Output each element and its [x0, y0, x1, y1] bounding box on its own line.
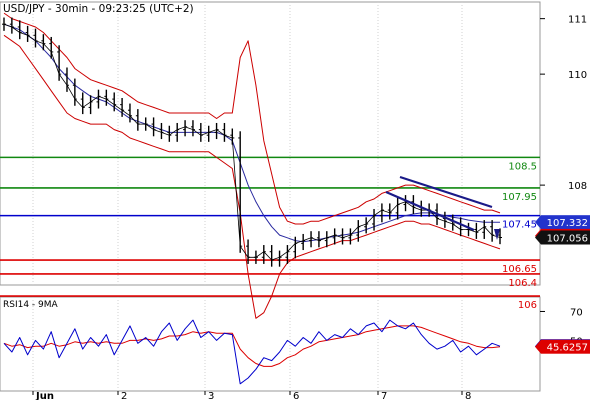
rsi-badge-rsi_ma-bg [541, 339, 590, 354]
price-panel-frame [0, 1, 541, 286]
x-tick-label: 8 [465, 391, 471, 400]
level-label-resistance: 108.5 [508, 161, 537, 172]
moving-average-line [3, 23, 501, 243]
price-badge-pivot-pointer [535, 215, 541, 230]
level-label-support: 106.65 [502, 264, 537, 275]
price-badge-last-pointer [535, 230, 541, 245]
level-layer: 108.5 107.95 107.45 106.65 106.4 106 [0, 156, 540, 311]
level-label-resistance: 107.95 [502, 192, 537, 203]
price-close-line [3, 23, 501, 261]
grid-layer [32, 2, 463, 391]
y-tick-label: 111 [568, 15, 587, 26]
rsi-layer [3, 319, 501, 385]
rsi-badge-rsi_ma-label: 45.6257 [547, 343, 588, 354]
rsi-line [3, 319, 501, 385]
x-tick-label: 2 [121, 391, 127, 400]
rsi-badge-rsi_ma-pointer [535, 339, 541, 354]
x-tick-label: 7 [381, 391, 387, 400]
level-label-pivot: 107.45 [502, 220, 537, 231]
x-tick-label: 6 [293, 391, 299, 400]
x-tick-label: 3 [208, 391, 214, 400]
y-tick-label: 108 [568, 181, 587, 192]
rsi-y-tick-label: 70 [570, 307, 583, 318]
channel-layer [385, 175, 500, 240]
bollinger-upper-line [3, 12, 501, 225]
channel-lower-line [385, 190, 475, 232]
price-badge-pivot-label: 107.332 [547, 218, 588, 229]
bollinger-lower-line [3, 34, 501, 319]
chart-title: USD/JPY - 30min - 09:23:25 (UTC+2) [3, 3, 194, 15]
level-label-support: 106 [518, 300, 537, 311]
down-arrow-icon [494, 229, 500, 240]
price-badge-last-bg [541, 230, 590, 245]
y-tick-label: 110 [568, 70, 587, 81]
x-tick-label: Jun [35, 391, 54, 400]
price-badge-last-label: 107.056 [547, 234, 588, 245]
price-badge-pivot-bg [541, 215, 590, 230]
rsi-panel-title: RSI14 - 9MA [3, 300, 59, 310]
channel-upper-line [399, 175, 493, 209]
level-label-support: 106.4 [508, 278, 537, 289]
